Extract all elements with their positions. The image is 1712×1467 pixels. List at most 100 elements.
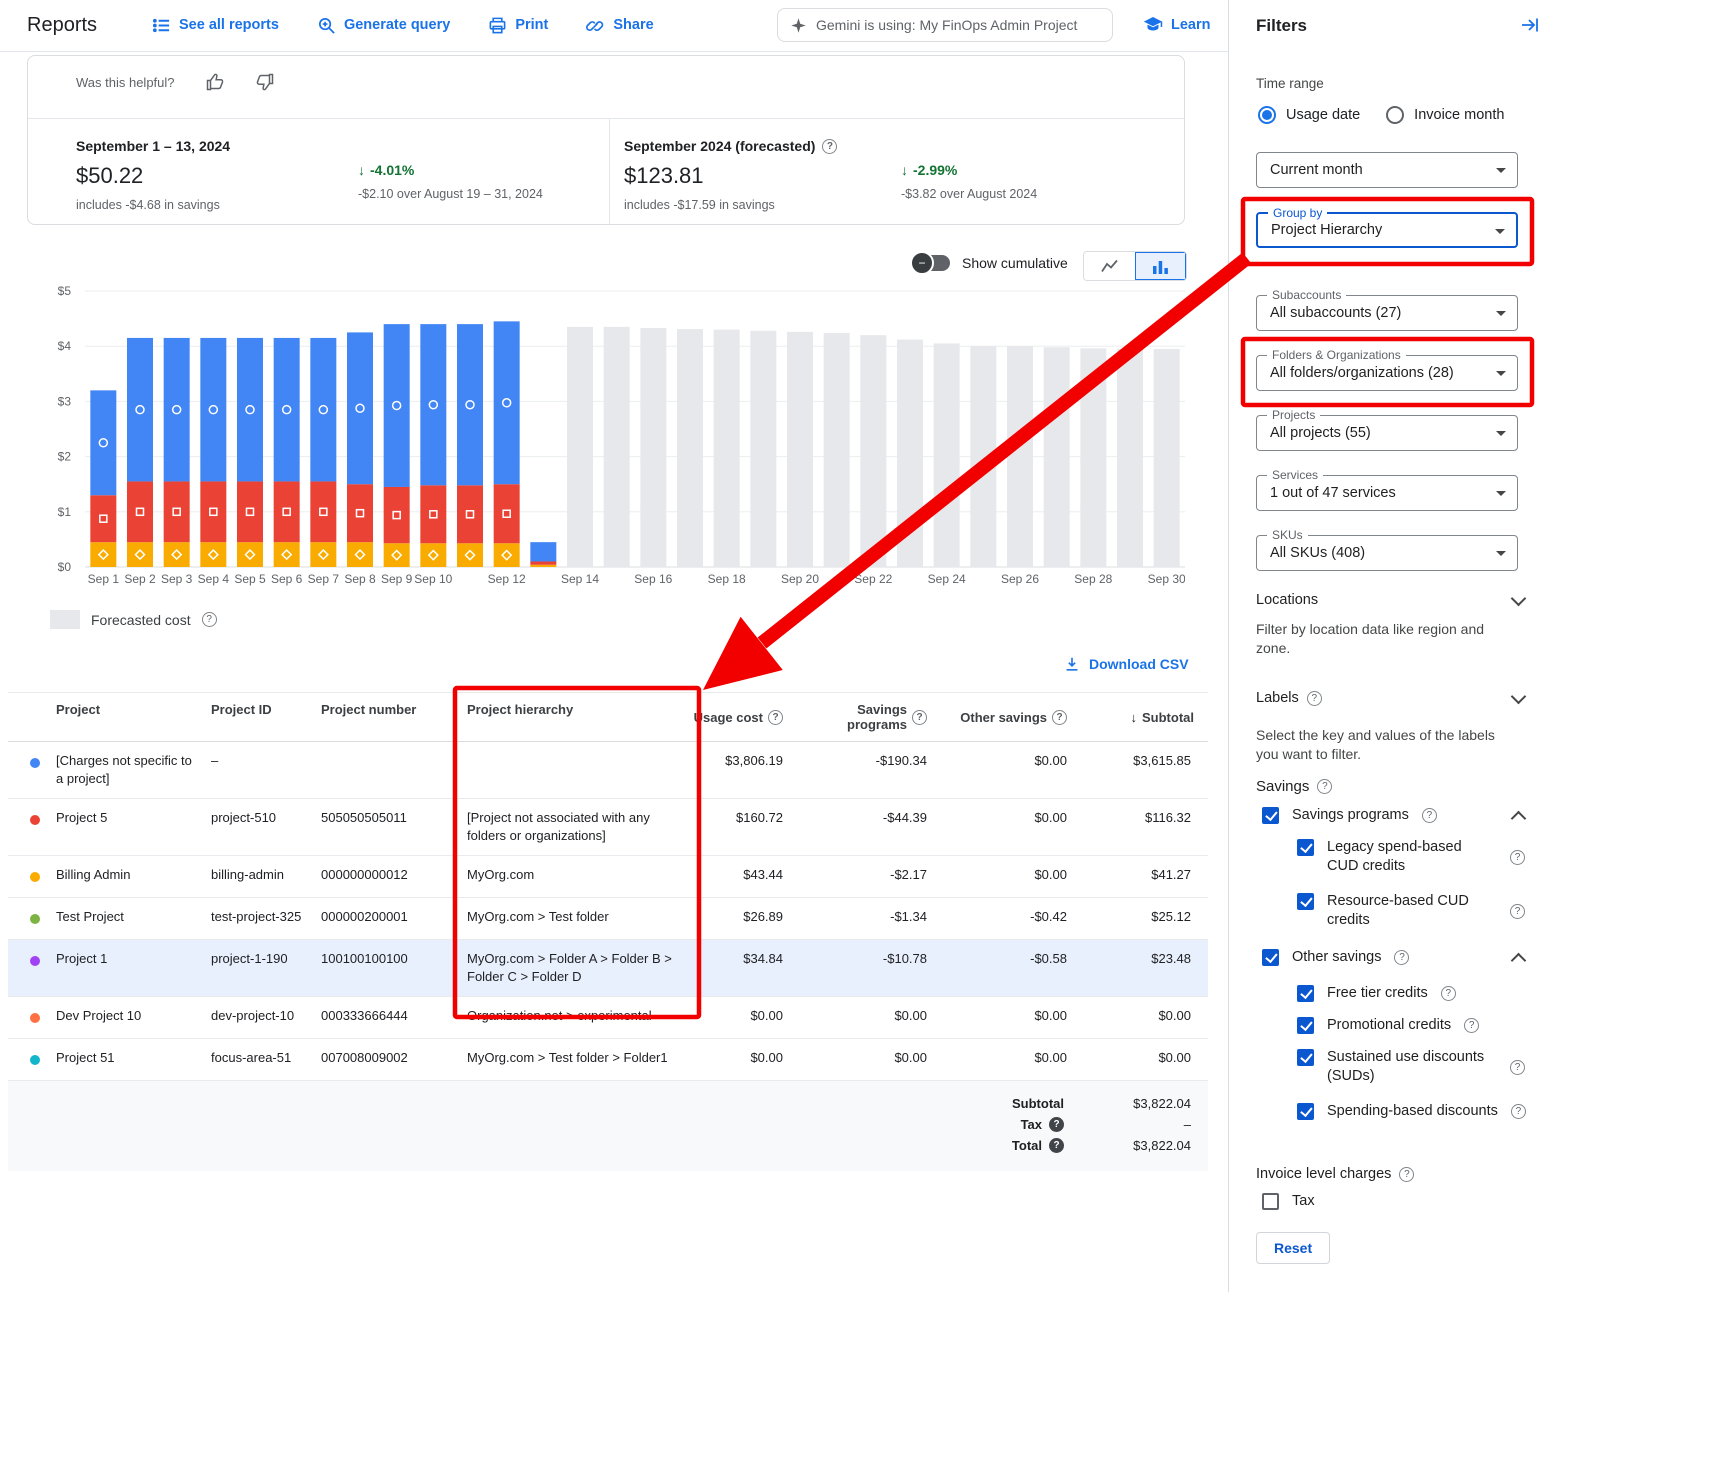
folders-organizations-select[interactable]: Folders & Organizations All folders/orga…	[1256, 348, 1518, 391]
cost-bar-yellow[interactable]	[273, 542, 300, 567]
help-icon[interactable]	[1510, 903, 1525, 919]
radio-usage-date[interactable]: Usage date	[1258, 106, 1360, 124]
cost-bar-blue[interactable]	[383, 324, 410, 487]
savings-programs-checkbox[interactable]	[1262, 807, 1279, 824]
forecast-bar[interactable]	[713, 329, 740, 567]
download-csv-button[interactable]: Download CSV	[1063, 655, 1189, 673]
col-other-savings[interactable]: Other savings	[941, 693, 1081, 741]
chevron-up-icon[interactable]	[1510, 952, 1527, 968]
thumbs-down-icon[interactable]	[255, 72, 275, 92]
tax-checkbox[interactable]	[1262, 1193, 1279, 1210]
cost-bar-red[interactable]	[127, 481, 153, 543]
col-project-number[interactable]: Project number	[321, 702, 417, 717]
free-tier-checkbox[interactable]	[1297, 985, 1314, 1002]
forecast-bar[interactable]	[750, 330, 777, 567]
help-icon[interactable]	[912, 709, 927, 725]
other-savings-checkbox[interactable]	[1262, 949, 1279, 966]
cost-bar-yellow[interactable]	[237, 542, 263, 567]
cost-bar-yellow[interactable]	[493, 543, 520, 567]
help-icon[interactable]	[1464, 1018, 1480, 1033]
forecast-bar[interactable]	[1117, 348, 1143, 567]
cost-bar-yellow[interactable]	[310, 542, 337, 567]
help-icon[interactable]	[1510, 849, 1525, 865]
cost-bar-red[interactable]	[347, 484, 373, 543]
forecast-bar[interactable]	[640, 327, 667, 567]
learn-link[interactable]: Learn	[1143, 0, 1211, 50]
help-icon[interactable]	[1510, 1059, 1525, 1075]
cost-bar-yellow[interactable]	[383, 543, 410, 567]
cost-bar-blue[interactable]	[347, 332, 373, 485]
reset-button[interactable]: Reset	[1256, 1232, 1331, 1264]
forecast-bar[interactable]	[1153, 348, 1180, 567]
labels-section[interactable]: Labels	[1256, 688, 1527, 706]
cost-bar-red[interactable]	[530, 561, 557, 565]
suds-checkbox[interactable]	[1297, 1049, 1314, 1066]
cost-bar-blue[interactable]	[237, 337, 263, 482]
cost-bar-yellow[interactable]	[200, 542, 227, 567]
group-by-select[interactable]: Group by Project Hierarchy	[1256, 206, 1518, 248]
cost-bar-blue[interactable]	[200, 337, 227, 482]
help-icon[interactable]	[1049, 1138, 1064, 1153]
subaccounts-select[interactable]: Subaccounts All subaccounts (27)	[1256, 288, 1518, 331]
show-cumulative-toggle[interactable]: Show cumulative	[910, 251, 1068, 275]
cost-bar-yellow[interactable]	[347, 542, 373, 567]
forecast-bar[interactable]	[823, 332, 850, 567]
cost-bar-red[interactable]	[237, 481, 263, 543]
cost-bar-blue[interactable]	[127, 337, 153, 482]
help-icon[interactable]	[1049, 1117, 1064, 1132]
forecast-bar[interactable]	[787, 331, 813, 567]
cost-bar-blue[interactable]	[310, 337, 337, 482]
help-icon[interactable]	[1317, 779, 1333, 794]
generate-query-link[interactable]: Generate query	[317, 16, 450, 35]
col-project-id[interactable]: Project ID	[211, 702, 272, 717]
cost-bar-blue[interactable]	[163, 337, 190, 482]
col-project[interactable]: Project	[56, 702, 101, 717]
help-icon[interactable]	[1510, 1104, 1526, 1119]
forecast-bar[interactable]	[1007, 346, 1033, 567]
col-subtotal[interactable]: Subtotal	[1081, 693, 1208, 741]
col-usage-cost[interactable]: Usage cost	[687, 693, 797, 741]
help-icon[interactable]	[1399, 1166, 1415, 1182]
cost-bar-red[interactable]	[200, 481, 227, 543]
cost-bar-red[interactable]	[383, 486, 410, 544]
legacy-cud-checkbox[interactable]	[1297, 839, 1314, 856]
cost-bar-yellow[interactable]	[163, 542, 190, 567]
thumbs-up-icon[interactable]	[205, 72, 225, 92]
cost-bar-red[interactable]	[420, 485, 447, 544]
forecast-bar[interactable]	[897, 339, 923, 567]
forecast-bar[interactable]	[860, 335, 887, 567]
cost-bar-red[interactable]	[90, 495, 117, 543]
print-link[interactable]: Print	[488, 16, 548, 35]
cost-bar-red[interactable]	[310, 481, 337, 543]
cost-bar-yellow[interactable]	[420, 543, 447, 567]
line-chart-button[interactable]	[1084, 252, 1135, 280]
forecast-bar[interactable]	[933, 343, 960, 567]
forecast-bar[interactable]	[567, 326, 593, 567]
time-range-select[interactable]: Current month	[1256, 152, 1518, 188]
forecast-bar[interactable]	[1043, 347, 1070, 567]
cost-bar-red[interactable]	[273, 481, 300, 543]
locations-section[interactable]: Locations	[1256, 590, 1527, 608]
chevron-up-icon[interactable]	[1510, 810, 1527, 826]
chevron-down-icon[interactable]	[1510, 590, 1527, 606]
see-all-reports-link[interactable]: See all reports	[152, 16, 279, 35]
share-link[interactable]: Share	[586, 16, 654, 35]
col-project-hierarchy[interactable]: Project hierarchy	[467, 702, 574, 717]
skus-select[interactable]: SKUs All SKUs (408)	[1256, 528, 1518, 571]
forecast-bar[interactable]	[677, 329, 703, 567]
projects-select[interactable]: Projects All projects (55)	[1256, 408, 1518, 451]
spending-based-checkbox[interactable]	[1297, 1103, 1314, 1120]
cost-bar-yellow[interactable]	[127, 542, 153, 567]
cost-bar-blue[interactable]	[273, 337, 300, 482]
cost-bar-yellow[interactable]	[90, 542, 117, 567]
help-icon[interactable]	[1440, 986, 1456, 1001]
help-icon[interactable]	[1052, 709, 1067, 725]
cost-bar-blue[interactable]	[420, 324, 447, 486]
gemini-context-chip[interactable]: Gemini is using: My FinOps Admin Project	[777, 8, 1113, 42]
help-icon[interactable]	[201, 612, 217, 627]
forecast-bar[interactable]	[603, 326, 630, 567]
bar-chart-button[interactable]	[1135, 252, 1186, 280]
cost-bar-blue[interactable]	[530, 542, 557, 562]
toggle-switch[interactable]	[910, 251, 950, 275]
resource-cud-checkbox[interactable]	[1297, 893, 1314, 910]
